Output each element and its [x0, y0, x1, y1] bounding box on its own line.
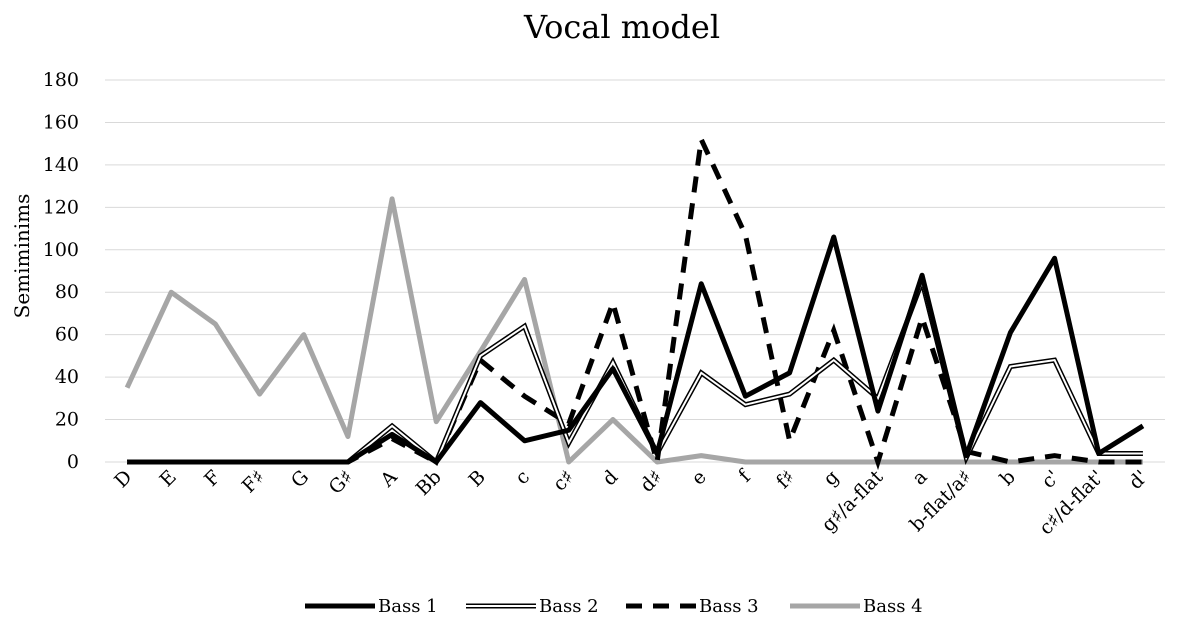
x-tick-label: c	[511, 466, 534, 489]
x-tick-label: b	[996, 466, 1020, 490]
y-tick-label: 20	[55, 409, 79, 431]
y-tick-label: 180	[43, 69, 79, 91]
x-tick-label: G	[287, 466, 313, 492]
x-tick-label: G♯	[325, 466, 358, 499]
legend: Bass 1 Bass 2 Bass 3 Bass 4	[305, 596, 923, 617]
x-tick-label: d♯	[636, 466, 667, 497]
legend-label: Bass 3	[699, 596, 759, 617]
x-tick-label: a	[908, 466, 932, 490]
x-tick-label: E	[155, 466, 180, 491]
x-tick-label: B	[465, 466, 490, 491]
x-tick-label: F♯	[238, 466, 269, 497]
y-tick-label: 100	[43, 239, 79, 261]
y-tick-labels: 0 20 40 60 80 100 120 140 160 180	[43, 69, 79, 473]
y-tick-label: 120	[43, 196, 79, 218]
x-tick-label: D	[110, 466, 136, 492]
series-line-bass-1	[127, 234, 1145, 465]
x-tick-label: F	[200, 466, 225, 491]
y-axis-label: Semiminims	[10, 194, 34, 319]
x-tick-label: g	[819, 466, 843, 490]
y-tick-label: 80	[55, 281, 79, 303]
y-tick-label: 60	[55, 324, 79, 346]
x-tick-label: f♯	[772, 466, 799, 493]
legend-label: Bass 4	[863, 596, 923, 617]
x-tick-label: e	[687, 466, 711, 490]
series-lines	[124, 130, 1145, 471]
y-tick-label: 0	[67, 451, 79, 473]
gridlines	[105, 79, 1165, 463]
x-tick-label: A	[376, 466, 402, 492]
y-tick-label: 140	[43, 154, 79, 176]
series-line-bass-2-inner	[127, 278, 1143, 464]
series-line-bass-2	[127, 273, 1143, 467]
x-tick-label: f	[734, 465, 756, 487]
y-tick-label: 160	[43, 111, 79, 133]
x-tick-label: c♯	[549, 466, 579, 496]
legend-label: Bass 1	[378, 596, 438, 617]
chart-title: Vocal model	[523, 8, 720, 46]
legend-label: Bass 2	[539, 596, 599, 617]
x-tick-label: d'	[1125, 466, 1153, 494]
y-tick-label: 40	[55, 366, 79, 388]
x-tick-label: d	[598, 466, 622, 490]
x-tick-label: c'	[1037, 466, 1064, 493]
series-line-bass-4	[124, 196, 1143, 465]
x-tick-label: Bb	[412, 466, 446, 500]
